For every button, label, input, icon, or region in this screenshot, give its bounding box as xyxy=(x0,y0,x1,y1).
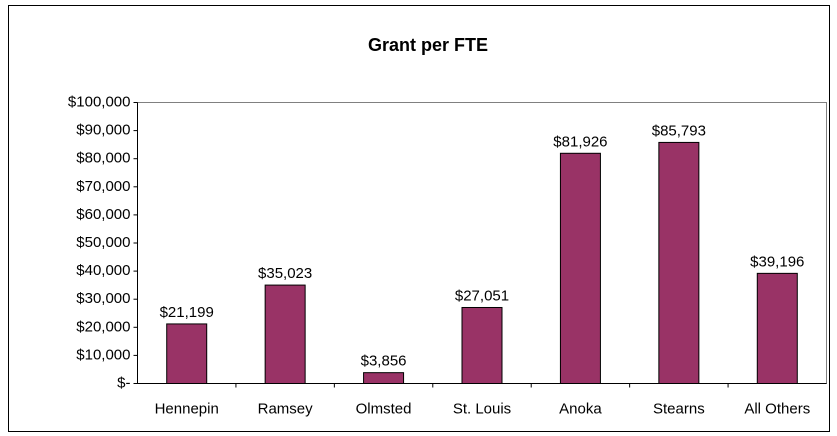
value-label: $35,023 xyxy=(258,265,312,282)
y-tick-label: $10,000 xyxy=(76,346,130,363)
y-tick-label: $50,000 xyxy=(76,234,130,251)
x-tick-label: Stearns xyxy=(653,400,705,417)
bar xyxy=(559,152,601,384)
x-tick-label: Ramsey xyxy=(258,400,314,417)
bar xyxy=(264,284,306,384)
y-tick-label: $40,000 xyxy=(76,262,130,279)
bar xyxy=(461,306,503,385)
x-tick-label: St. Louis xyxy=(453,400,511,417)
bar xyxy=(166,323,208,385)
chart-title: Grant per FTE xyxy=(368,35,488,55)
x-tick-label: Hennepin xyxy=(155,400,219,417)
y-tick-label: $80,000 xyxy=(76,150,130,167)
x-tick-label: All Others xyxy=(744,400,810,417)
y-tick-label: $90,000 xyxy=(76,122,130,139)
value-label: $39,196 xyxy=(750,253,804,270)
value-label: $27,051 xyxy=(455,287,509,304)
value-label: $85,793 xyxy=(652,122,706,139)
bar xyxy=(658,141,700,384)
bar xyxy=(756,272,798,385)
y-tick-label: $100,000 xyxy=(68,93,131,110)
chart-border xyxy=(8,5,830,432)
value-label: $81,926 xyxy=(553,133,607,150)
y-tick-label: $- xyxy=(117,374,130,391)
y-tick-label: $30,000 xyxy=(76,290,130,307)
y-tick-label: $70,000 xyxy=(76,178,130,195)
y-tick-label: $60,000 xyxy=(76,206,130,223)
value-label: $3,856 xyxy=(361,353,407,370)
x-tick-label: Olmsted xyxy=(356,400,412,417)
y-tick-label: $20,000 xyxy=(76,318,130,335)
bar xyxy=(363,372,405,385)
x-tick-label: Anoka xyxy=(559,400,602,417)
value-label: $21,199 xyxy=(160,304,214,321)
